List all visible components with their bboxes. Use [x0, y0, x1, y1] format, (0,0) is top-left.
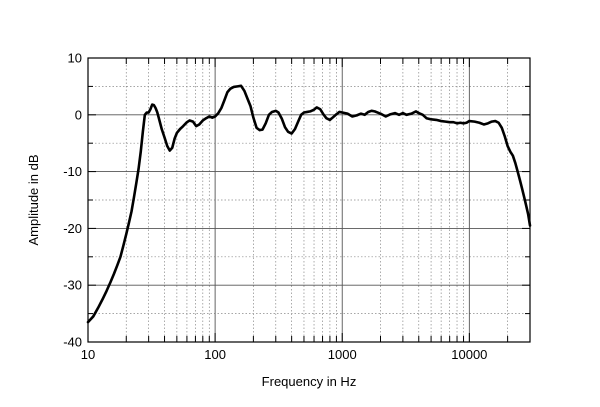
x-axis-title: Frequency in Hz: [262, 374, 357, 389]
y-tick-label: -40: [63, 335, 82, 350]
x-tick-label: 10: [81, 347, 95, 362]
series-line: [86, 84, 532, 324]
x-tick-labels: 10 100 1000 10000: [81, 347, 488, 362]
y-tick-labels: 10 0 -10 -20 -30 -40: [63, 51, 82, 350]
plot-frame: [87, 57, 531, 343]
x-tick-label: 10000: [451, 347, 487, 362]
y-tick-label: -10: [63, 164, 82, 179]
x-tick-label: 100: [204, 347, 226, 362]
y-tick-label: 0: [75, 107, 82, 122]
series-layer: [86, 84, 532, 324]
y-tick-label: -30: [63, 278, 82, 293]
y-tick-label: 10: [68, 51, 82, 66]
major-gridlines: [87, 58, 530, 342]
minor-gridlines: [88, 58, 531, 342]
y-tick-label: -20: [63, 221, 82, 236]
y-axis-title: Amplitude in dB: [26, 154, 41, 245]
x-tick-label: 1000: [328, 347, 357, 362]
